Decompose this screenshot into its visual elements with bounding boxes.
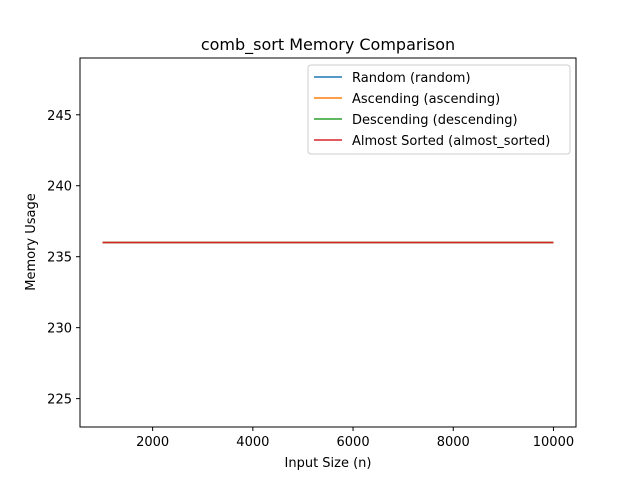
chart-title: comb_sort Memory Comparison xyxy=(201,35,455,55)
x-axis: 2000 4000 6000 8000 10000 xyxy=(136,427,574,450)
y-tick-label: 225 xyxy=(47,393,72,408)
x-axis-label: Input Size (n) xyxy=(285,456,372,471)
x-tick-label: 6000 xyxy=(337,435,370,450)
y-tick-label: 245 xyxy=(47,109,72,124)
plot-frame xyxy=(79,57,577,428)
legend-box xyxy=(307,64,571,155)
y-tick-label: 240 xyxy=(47,180,72,195)
legend-label: Random (random) xyxy=(352,71,471,86)
legend: Random (random) Ascending (ascending) Desc… xyxy=(307,64,571,155)
legend-label: Ascending (ascending) xyxy=(352,92,500,107)
x-tick-label: 10000 xyxy=(533,435,574,450)
x-tick-label: 2000 xyxy=(136,435,169,450)
y-axis: 225 230 235 240 245 xyxy=(47,109,80,408)
x-tick-label: 4000 xyxy=(236,435,269,450)
legend-label: Almost Sorted (almost_sorted) xyxy=(352,134,550,149)
plot-area xyxy=(79,57,577,428)
legend-label: Descending (descending) xyxy=(352,113,518,128)
y-tick-label: 235 xyxy=(47,251,72,266)
y-axis-label: Memory Usage xyxy=(24,193,39,291)
y-tick-label: 230 xyxy=(47,322,72,337)
x-tick-label: 8000 xyxy=(437,435,470,450)
